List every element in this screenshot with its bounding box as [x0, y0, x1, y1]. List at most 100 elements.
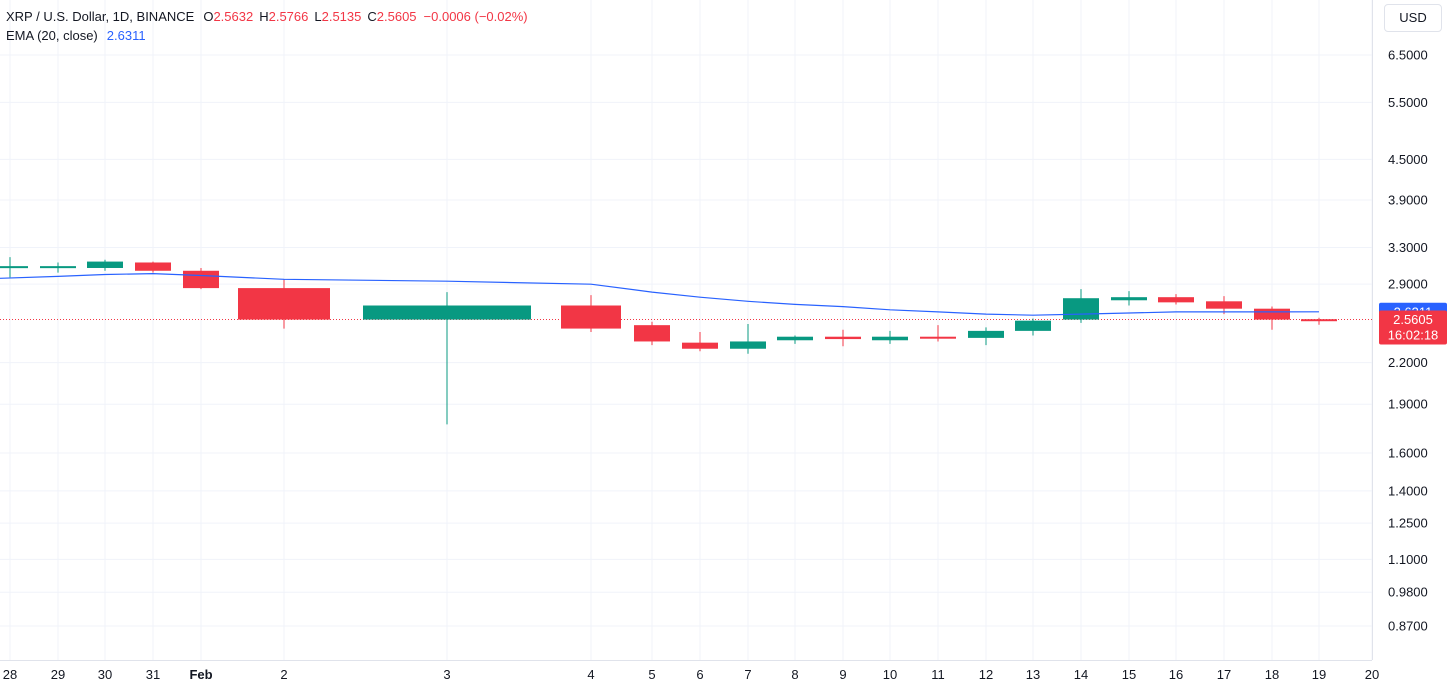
candle	[872, 330, 908, 344]
x-tick-label: 28	[3, 667, 17, 682]
high-value: 2.5766	[268, 9, 309, 24]
x-tick-label: 16	[1169, 667, 1183, 682]
candle	[87, 259, 123, 271]
y-tick-label: 1.4000	[1388, 483, 1428, 498]
candle	[363, 292, 531, 425]
candle-body	[682, 342, 718, 349]
chart-legend: XRP / U.S. Dollar, 1D, BINANCE O 2.5632 …	[6, 7, 528, 45]
x-tick-label: 9	[839, 667, 846, 682]
candle-body	[561, 305, 621, 329]
x-tick-label: 29	[51, 667, 65, 682]
y-tick-label: 0.8700	[1388, 619, 1428, 634]
candle-body	[135, 262, 171, 271]
open-value: 2.5632	[213, 9, 254, 24]
ema-row: EMA (20, close) 2.6311	[6, 26, 528, 45]
close-value: 2.5605	[376, 9, 417, 24]
candle-body	[825, 336, 861, 340]
candle-body	[968, 330, 1004, 338]
candle-body	[1254, 308, 1290, 320]
y-tick-label: 2.9000	[1388, 277, 1428, 292]
candle	[1111, 291, 1147, 306]
x-axis: 28 29 30 31 Feb 2 3 4 5 6 7 8 9 10 11 12 13 14 15 16 17 18 19 2…	[3, 667, 1379, 682]
y-tick-label: 4.5000	[1388, 152, 1428, 167]
candle	[183, 267, 219, 290]
change-value: −0.0006 (−0.02%)	[423, 9, 528, 24]
y-tick-label: 1.2500	[1388, 516, 1428, 531]
candle-body	[1111, 297, 1147, 301]
x-tick-label: 18	[1265, 667, 1279, 682]
y-tick-label: 5.5000	[1388, 95, 1428, 110]
candle	[1063, 289, 1099, 323]
candle-body	[730, 341, 766, 349]
candle	[135, 261, 171, 273]
x-tick-label: 3	[443, 667, 450, 682]
candle-body	[872, 336, 908, 341]
low-value: 2.5135	[321, 9, 362, 24]
open-label: O	[203, 9, 214, 24]
x-tick-label: 2	[280, 667, 287, 682]
candle-body	[183, 270, 219, 289]
candle	[730, 324, 766, 354]
x-tick-label: 30	[98, 667, 112, 682]
candle	[238, 279, 330, 329]
candle-body	[1015, 320, 1051, 331]
y-tick-label: 1.6000	[1388, 446, 1428, 461]
x-tick-label: 20	[1365, 667, 1379, 682]
high-label: H	[259, 9, 269, 24]
candle-body	[920, 336, 956, 339]
y-tick-label: 2.2000	[1388, 355, 1428, 370]
ema-value: 2.6311	[106, 28, 146, 43]
ema-label[interactable]: EMA (20, close)	[6, 28, 98, 43]
grid-lines	[0, 0, 1373, 660]
candle	[561, 295, 621, 333]
candle	[1158, 294, 1194, 305]
x-tick-label: 14	[1074, 667, 1088, 682]
x-tick-label: 5	[648, 667, 655, 682]
last-price-text: 2.5605	[1393, 312, 1433, 327]
low-label: L	[314, 9, 322, 24]
x-tick-label: 31	[146, 667, 160, 682]
candle	[0, 257, 28, 278]
countdown-text: 16:02:18	[1388, 328, 1439, 343]
candle-body	[238, 288, 330, 320]
candle	[682, 332, 718, 352]
x-tick-label: 7	[744, 667, 751, 682]
candle	[968, 327, 1004, 346]
y-tick-label: 6.5000	[1388, 48, 1428, 63]
close-label: C	[367, 9, 377, 24]
candle-body	[1063, 298, 1099, 320]
x-tick-label: 8	[791, 667, 798, 682]
candle-body	[363, 305, 531, 320]
ema-line	[0, 272, 1320, 316]
candle	[40, 262, 76, 273]
candle-body	[634, 325, 670, 342]
x-tick-label: 10	[883, 667, 897, 682]
candle	[1301, 317, 1337, 325]
candle	[777, 335, 813, 344]
x-tick-label: 17	[1217, 667, 1231, 682]
candle-body	[1158, 297, 1194, 303]
last-price-badge-bg	[1379, 310, 1447, 345]
x-tick-label: 6	[696, 667, 703, 682]
currency-button[interactable]: USD	[1384, 4, 1442, 32]
candle-body	[1301, 319, 1337, 322]
y-axis: 6.5000 5.5000 4.5000 3.9000 3.3000 2.9000 2.20…	[1388, 48, 1428, 634]
y-tick-label: 3.3000	[1388, 240, 1428, 255]
candle-body	[87, 261, 123, 268]
x-tick-label: 11	[931, 667, 945, 682]
candles	[0, 257, 1337, 425]
x-tick-label: 19	[1312, 667, 1326, 682]
candle	[920, 325, 956, 342]
symbol-title[interactable]: XRP / U.S. Dollar, 1D, BINANCE	[6, 9, 195, 24]
x-tick-label: 15	[1122, 667, 1136, 682]
x-tick-label: 12	[979, 667, 993, 682]
y-tick-label: 3.9000	[1388, 193, 1428, 208]
x-tick-label: Feb	[189, 667, 212, 682]
candle	[1206, 296, 1242, 315]
y-tick-label: 0.9800	[1388, 585, 1428, 600]
candle	[825, 329, 861, 347]
x-tick-label: 4	[587, 667, 594, 682]
